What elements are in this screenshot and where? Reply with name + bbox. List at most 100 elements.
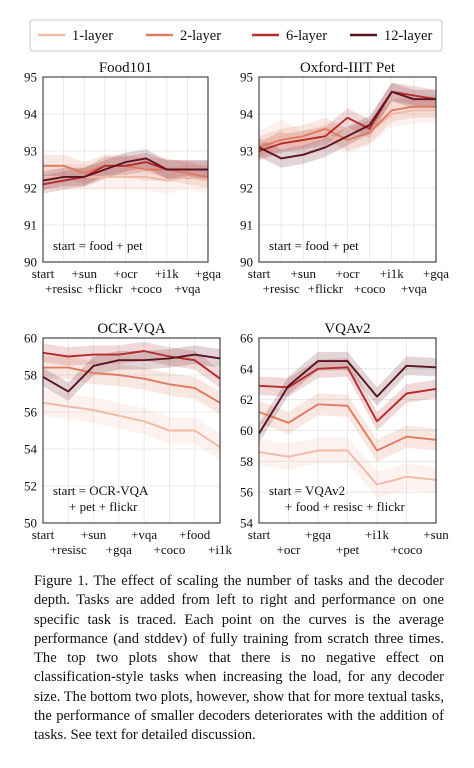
y-tick-label: 92: [240, 181, 253, 196]
series-line-2-layer: [43, 366, 221, 404]
y-tick-label: 60: [240, 423, 253, 438]
axes-frame: [258, 76, 437, 263]
y-tick-label: 54: [240, 516, 254, 531]
chart-annotation: start = food + pet: [269, 238, 359, 253]
series-stddev-band: [259, 82, 436, 168]
series-line-1-layer: [42, 401, 221, 448]
y-tick-label: 91: [24, 218, 37, 233]
figure: 1-layer 2-layer 6-layer 12-layer Food101 90 9…: [24, 19, 449, 557]
x-tick-label: +sun: [423, 527, 449, 542]
x-tick-label: +coco: [130, 281, 162, 296]
series-line-2-layer: [258, 403, 437, 452]
series-line-12-layer: [42, 353, 221, 393]
x-tick-label: +resisc: [263, 281, 300, 296]
charts: Food101 90 91 92 93 94 95 start +sun +ocr +i1k +gqa…: [24, 60, 449, 557]
y-tick-label: 94: [24, 107, 38, 122]
series-line-12-layer: [42, 157, 208, 182]
x-tick-label: start: [248, 266, 271, 281]
legend-label-4: 12-layer: [384, 28, 432, 44]
chart-title: Food101: [99, 60, 152, 76]
x-tick-label: start: [32, 527, 55, 542]
x-tick-label: +coco: [153, 542, 185, 557]
y-tick-label: 64: [240, 361, 254, 376]
series-stddev-band: [43, 149, 208, 190]
x-tick-label: +sun: [72, 266, 98, 281]
x-tick-label: +vqa: [131, 527, 157, 542]
x-tick-label: +gqa: [195, 266, 221, 281]
x-tick-label: +sun: [81, 527, 107, 542]
y-tick-label: 94: [240, 107, 254, 122]
x-tick-label: +i1k: [365, 527, 389, 542]
axes-frame: [42, 337, 221, 524]
y-tick-label: 95: [24, 70, 37, 85]
chart-title: OCR-VQA: [97, 321, 166, 337]
x-tick-label: +i1k: [155, 266, 179, 281]
y-tick-label: 62: [240, 392, 253, 407]
x-tick-label: +resisc: [50, 542, 87, 557]
x-tick-label: +i1k: [380, 266, 404, 281]
chart-annotation: start = OCR-VQA: [53, 483, 149, 498]
series-stddev-band: [259, 358, 436, 431]
x-tick-label: +gqa: [305, 527, 331, 542]
x-tick-label: start: [248, 527, 271, 542]
y-tick-label: 90: [24, 255, 37, 270]
x-tick-label: +flickr: [308, 281, 344, 296]
y-tick-label: 58: [240, 454, 253, 469]
y-tick-label: 93: [240, 144, 253, 159]
y-tick-label: 95: [240, 70, 253, 85]
series-line-12-layer: [258, 360, 437, 435]
series-stddev-band: [259, 437, 436, 498]
y-tick-label: 60: [24, 331, 37, 346]
x-tick-label: +food: [179, 527, 211, 542]
series-stddev-band: [259, 82, 436, 161]
legend-label-3: 6-layer: [286, 28, 327, 44]
series-stddev-band: [43, 164, 208, 194]
chart-annotation: start = VQAv2: [269, 483, 345, 498]
series-stddev-band: [259, 97, 436, 157]
series-line-6-layer: [258, 90, 437, 152]
y-tick-label: 92: [24, 181, 37, 196]
series-line-2-layer: [258, 105, 436, 149]
series-stddev-band: [43, 345, 220, 401]
x-tick-label: +sun: [291, 266, 317, 281]
y-tick-label: 50: [24, 516, 37, 531]
axes-frame: [258, 337, 437, 524]
x-tick-label: +vqa: [174, 281, 200, 296]
chart-annotation: + food + resisc + flickr: [285, 499, 405, 514]
series-line-1-layer: [258, 449, 437, 486]
chart-annotation: start = food + pet: [53, 238, 143, 253]
y-tick-label: 93: [24, 144, 37, 159]
series-stddev-band: [43, 389, 220, 461]
x-tick-label: +coco: [391, 542, 423, 557]
chart-panel-3: OCR-VQA 50 52 54 56 58 60 start +sun +vqa +food +re…: [24, 321, 232, 557]
chart-panel-2: Oxford-IIIT Pet 90 91 92 93 94 95 start +sun +ocr…: [240, 60, 449, 296]
legend-label-2: 2-layer: [180, 28, 221, 44]
x-tick-label: +ocr: [114, 266, 139, 281]
x-tick-label: +pet: [336, 542, 360, 557]
x-tick-label: +coco: [354, 281, 386, 296]
y-tick-label: 54: [24, 442, 38, 457]
legend: 1-layer 2-layer 6-layer 12-layer: [29, 19, 443, 52]
x-tick-label: +ocr: [336, 266, 361, 281]
chart-panel-1: Food101 90 91 92 93 94 95 start +sun +ocr +i1k +gqa…: [24, 60, 221, 296]
y-tick-label: 66: [240, 331, 254, 346]
y-tick-label: 56: [240, 485, 254, 500]
y-tick-label: 90: [240, 255, 253, 270]
x-tick-label: start: [32, 266, 55, 281]
y-tick-label: 91: [240, 218, 253, 233]
series-line-6-layer: [42, 350, 221, 380]
series-stddev-band: [43, 152, 208, 194]
x-tick-label: +i1k: [208, 542, 232, 557]
x-tick-label: +gqa: [423, 266, 449, 281]
figure-caption: Figure 1. The effect of scaling the numb…: [34, 573, 444, 744]
series-stddev-band: [43, 341, 220, 388]
x-tick-label: +gqa: [106, 542, 132, 557]
legend-frame: [29, 19, 443, 52]
x-tick-label: +ocr: [277, 542, 302, 557]
chart-title: VQAv2: [324, 321, 370, 337]
series-line-12-layer: [258, 90, 436, 160]
legend-label-1: 1-layer: [72, 28, 113, 44]
y-tick-label: 56: [24, 405, 38, 420]
chart-panel-4: VQAv2 54 56 58 60 62 64 66 start +gqa +i1k +sun +ocr…: [240, 321, 449, 557]
chart-annotation: + pet + flickr: [69, 499, 138, 514]
